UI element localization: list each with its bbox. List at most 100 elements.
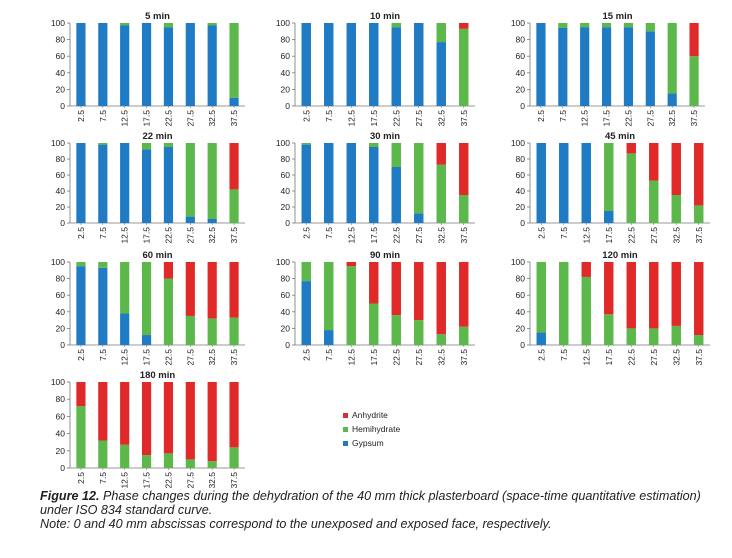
bar-hemihydrate-22.5 [391,315,401,345]
bar-gypsum-32.5 [667,93,677,106]
y-tick-label: 20 [516,84,526,94]
bar-hemihydrate-22.5 [626,328,636,345]
y-tick-label: 20 [281,84,291,94]
panel-title: 10 min [370,11,400,22]
x-tick-label: 22.5 [391,110,401,127]
bar-anhydrite-17.5 [604,262,614,315]
y-tick-label: 40 [516,307,526,317]
bar-anhydrite-37.5 [459,262,469,327]
panel-title: 22 min [142,131,172,142]
bar-gypsum-17.5 [369,23,379,106]
chart-panel-120-min: 120 min 0 20 40 60 80 100 2.5 7.5 12.5 17.5 22.5 27.… [511,250,710,366]
x-tick-label: 32.5 [207,472,217,489]
x-tick-label: 7.5 [324,349,334,361]
chart-panel-30-min: 30 min 0 20 40 60 80 100 2.5 7.5 12.5 17.5 22.5 27.5… [276,131,475,244]
bar-hemihydrate-17.5 [141,143,152,150]
bar-gypsum-17.5 [141,335,152,345]
x-tick-label: 37.5 [229,110,239,127]
bar-gypsum-12.5 [346,143,356,223]
bar-gypsum-7.5 [98,23,108,106]
bar-hemihydrate-22.5 [163,23,174,28]
bar-hemihydrate-32.5 [436,23,446,43]
y-tick-label: 100 [276,138,290,148]
x-tick-label: 17.5 [602,110,612,127]
bar-hemihydrate-37.5 [694,335,704,345]
bar-gypsum-17.5 [601,27,612,106]
bar-anhydrite-32.5 [436,143,446,165]
panel-title: 5 min [145,11,170,22]
x-tick-label: 22.5 [391,349,401,366]
bar-anhydrite-37.5 [694,262,704,336]
x-tick-label: 7.5 [324,110,334,122]
x-tick-label: 37.5 [229,472,239,489]
bar-gypsum-22.5 [623,27,634,106]
panel-title: 45 min [605,131,635,142]
x-tick-label: 2.5 [536,227,546,239]
bar-hemihydrate-27.5 [185,459,195,468]
x-tick-label: 37.5 [229,349,239,366]
chart-panel-10-min: 10 min 0 20 40 60 80 100 2.5 7.5 12.5 17.5 22.5 27.5… [276,11,475,127]
bar-hemihydrate-7.5 [98,262,108,268]
y-tick-label: 40 [516,186,526,196]
x-tick-label: 7.5 [558,110,568,122]
bar-anhydrite-27.5 [649,262,659,329]
x-tick-label: 7.5 [98,110,108,122]
bar-gypsum-22.5 [163,27,174,106]
y-tick-label: 0 [60,101,65,111]
bar-hemihydrate-37.5 [229,317,239,345]
panel-title: 180 min [140,370,176,381]
bar-anhydrite-32.5 [671,143,681,195]
y-tick-label: 60 [56,51,66,61]
bar-gypsum-22.5 [391,27,401,106]
x-tick-label: 12.5 [581,227,591,244]
bar-hemihydrate-22.5 [163,278,174,345]
x-tick-label: 7.5 [98,349,108,361]
bar-hemihydrate-32.5 [671,325,681,345]
bar-gypsum-37.5 [229,97,239,106]
legend-swatch-hemihydrate [343,427,348,432]
bar-anhydrite-22.5 [626,262,636,329]
bar-gypsum-12.5 [120,143,130,223]
x-tick-label: 12.5 [580,110,590,127]
chart-panel-90-min: 90 min 0 20 40 60 80 100 2.5 7.5 12.5 17.5 22.5 27.5… [276,250,475,366]
bar-hemihydrate-22.5 [163,453,174,468]
x-tick-label: 22.5 [163,110,173,127]
x-tick-label: 2.5 [76,349,86,361]
x-tick-label: 2.5 [76,227,86,239]
bar-gypsum-7.5 [324,330,334,345]
y-tick-label: 60 [281,51,291,61]
x-tick-label: 27.5 [645,110,655,127]
bar-hemihydrate-37.5 [459,28,469,107]
caption-main: Figure 12. Phase changes during the dehy… [40,489,730,517]
y-tick-label: 40 [56,307,66,317]
x-tick-label: 17.5 [142,349,152,366]
bar-hemihydrate-17.5 [369,303,379,345]
bar-anhydrite-27.5 [414,262,424,321]
y-tick-label: 80 [56,394,66,404]
bar-hemihydrate-12.5 [120,262,130,314]
y-tick-label: 100 [51,138,65,148]
x-tick-label: 7.5 [559,349,569,361]
x-tick-label: 2.5 [301,227,311,239]
y-tick-label: 60 [516,51,526,61]
bar-hemihydrate-22.5 [163,143,174,147]
y-tick-label: 20 [56,202,66,212]
x-tick-label: 37.5 [694,227,704,244]
y-tick-label: 40 [56,429,66,439]
bar-hemihydrate-27.5 [645,23,655,32]
y-tick-label: 0 [285,340,290,350]
bar-hemihydrate-2.5 [76,262,86,267]
x-tick-label: 17.5 [142,472,152,489]
y-tick-label: 60 [56,170,66,180]
y-tick-label: 80 [281,35,291,45]
x-tick-label: 27.5 [649,349,659,366]
figure-label: Figure 12. [40,489,100,503]
bar-hemihydrate-7.5 [98,440,108,468]
panel-title: 120 min [602,250,638,261]
x-tick-label: 22.5 [163,227,173,244]
legend-label-hemihydrate: Hemihydrate [352,424,400,434]
bar-hemihydrate-37.5 [459,326,469,345]
bar-gypsum-12.5 [581,143,591,223]
y-tick-label: 100 [511,18,525,28]
bar-anhydrite-32.5 [207,262,217,319]
